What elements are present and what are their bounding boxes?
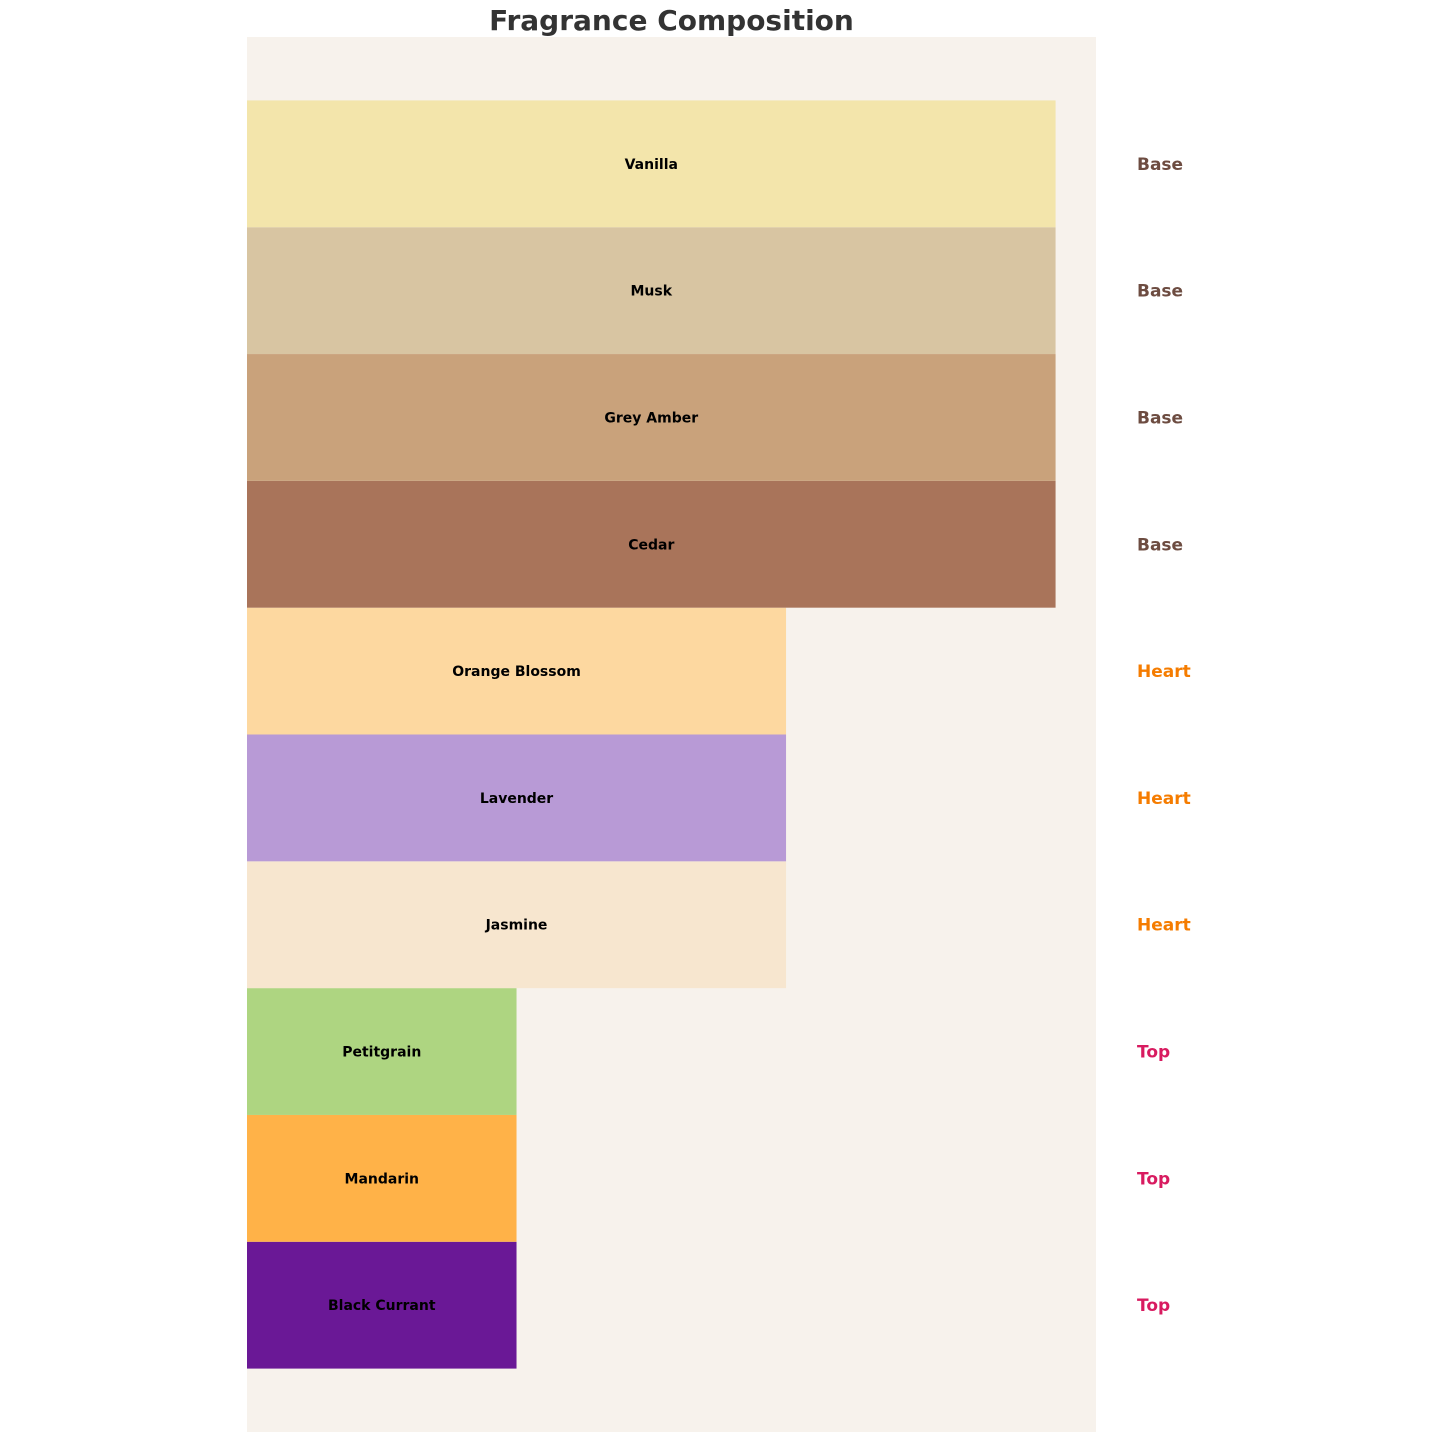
bar (247, 988, 517, 1115)
bar-label: Cedar (628, 537, 674, 553)
bar-label: Jasmine (485, 918, 548, 934)
note-type-label: Heart (1137, 916, 1191, 936)
bar (247, 227, 1056, 355)
note-type-label: Base (1137, 408, 1183, 428)
bar-label: Black Currant (328, 1298, 436, 1314)
note-type-label: Heart (1137, 789, 1191, 809)
bar (247, 607, 787, 735)
bar (247, 734, 787, 862)
bar-label: Petitgrain (342, 1045, 421, 1061)
note-type-label: Base (1137, 282, 1183, 302)
bar-label: Lavender (480, 791, 553, 807)
bar (247, 354, 1056, 481)
bar-label: Vanilla (625, 157, 678, 173)
bar (247, 861, 787, 989)
note-type-label: Base (1137, 155, 1183, 175)
note-type-label: Base (1137, 535, 1183, 555)
bar (247, 1114, 517, 1242)
bar (247, 480, 1056, 608)
bar-label: Grey Amber (604, 410, 698, 426)
bar-label: Mandarin (345, 1171, 419, 1187)
note-type-label: Top (1137, 1169, 1170, 1189)
chart-title: Fragrance Composition (489, 4, 854, 37)
bar (247, 100, 1056, 228)
bar-label: Musk (631, 284, 673, 300)
note-type-label: Heart (1137, 662, 1191, 682)
bar-label: Orange Blossom (452, 664, 581, 680)
note-type-label: Top (1137, 1296, 1170, 1316)
note-type-label: Top (1137, 1043, 1170, 1063)
bar (247, 1241, 517, 1369)
